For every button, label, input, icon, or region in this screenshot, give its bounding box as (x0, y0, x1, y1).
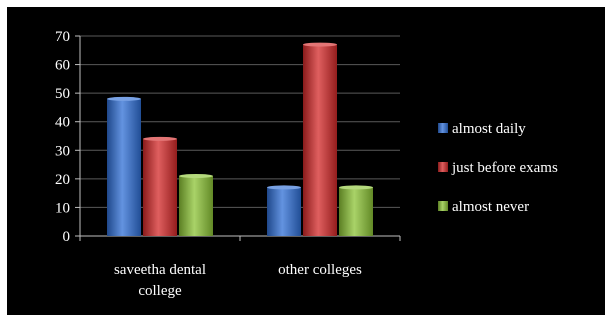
labels: 0 10 20 30 40 50 60 70 saveetha dental college oth… (55, 29, 362, 299)
bar-top-highlight (267, 185, 301, 190)
bar-almost-never-2 (339, 187, 373, 236)
y-tick-label: 40 (55, 115, 70, 131)
bar-top-highlight (179, 174, 213, 178)
legend-swatch-just-before-exams (438, 162, 448, 172)
legend-label: almost daily (452, 121, 526, 137)
legend: almost daily just before exams almost neve… (438, 121, 558, 215)
category-label: saveetha dental (114, 262, 206, 278)
bar-just-before-exams-2 (303, 44, 337, 237)
y-tick-label: 60 (55, 58, 70, 74)
y-tick-label: 30 (55, 143, 70, 159)
y-tick-label: 50 (55, 86, 70, 102)
category-label: other colleges (278, 262, 362, 278)
category-label: college (138, 283, 182, 299)
y-tick-label: 70 (55, 29, 70, 45)
legend-swatch-almost-never (438, 201, 448, 211)
bars (107, 42, 373, 237)
bar-almost-daily-2 (267, 187, 301, 236)
legend-label: almost never (452, 199, 529, 215)
legend-label: just before exams (451, 160, 558, 176)
bar-top-highlight (143, 136, 177, 141)
y-tick-label: 20 (55, 172, 70, 188)
y-tick-label: 10 (55, 200, 70, 216)
bar-almost-daily-1 (107, 98, 141, 236)
bar-top-highlight (303, 42, 337, 47)
bar-almost-never-1 (179, 176, 213, 236)
legend-swatch-almost-daily (438, 123, 448, 133)
y-tick-label: 0 (63, 229, 71, 245)
bar-top-highlight (339, 185, 373, 190)
bar-just-before-exams-1 (143, 138, 177, 236)
bar-top-highlight (107, 96, 141, 101)
